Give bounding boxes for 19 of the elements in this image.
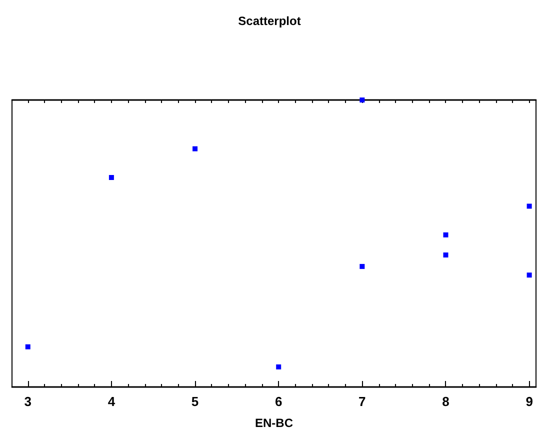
x-tick-label: 4	[108, 394, 116, 409]
x-tick-label: 8	[442, 394, 450, 409]
x-tick-label: 9	[526, 394, 533, 409]
point	[25, 344, 30, 350]
point	[526, 204, 532, 209]
point	[443, 252, 448, 258]
x-tick-label: 6	[274, 394, 282, 409]
point	[192, 146, 198, 152]
x-axis-title: EN-BC	[255, 416, 294, 430]
point	[360, 98, 365, 102]
chart-title: Scatterplot	[238, 14, 301, 28]
point	[276, 364, 282, 370]
point	[108, 174, 114, 180]
point	[526, 272, 532, 278]
x-tick-label: 7	[358, 394, 366, 409]
x-tick-label: 5	[191, 394, 199, 409]
point	[360, 264, 365, 269]
x-tick-label: 3	[24, 394, 32, 409]
point	[443, 232, 448, 238]
